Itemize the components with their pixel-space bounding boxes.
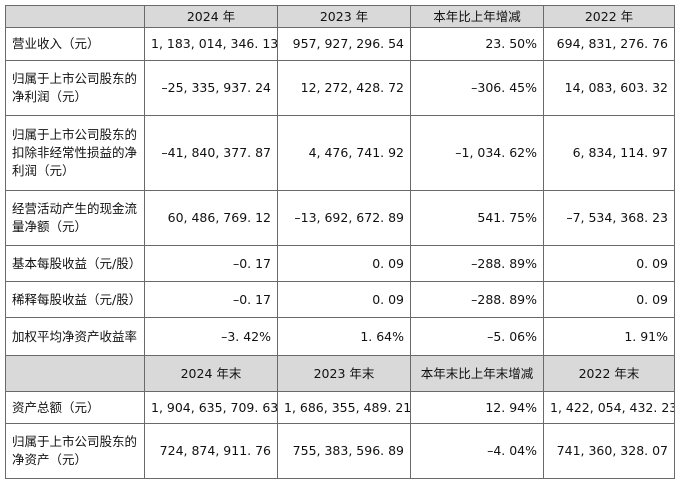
table-row: 归属于上市公司股东的净资产（元） 724, 874, 911. 76 755, …	[5, 423, 675, 479]
cell-value: 60, 486, 769. 12	[144, 190, 278, 246]
row-label: 资产总额（元）	[5, 391, 145, 424]
row-label: 归属于上市公司股东的净资产（元）	[5, 423, 145, 479]
cell-value: –0. 17	[144, 281, 278, 318]
cell-value: 1, 686, 355, 489. 21	[277, 391, 411, 424]
cell-value: –288. 89%	[410, 245, 544, 282]
table-row: 基本每股收益（元/股） –0. 17 0. 09 –288. 89% 0. 09	[5, 245, 675, 282]
cell-value: 755, 383, 596. 89	[277, 423, 411, 479]
table-row: 归属于上市公司股东的扣除非经常性损益的净利润（元） –41, 840, 377.…	[5, 115, 675, 191]
header-blank-cell	[5, 355, 145, 392]
cell-value: 0. 09	[277, 281, 411, 318]
cell-value: 1, 183, 014, 346. 13	[144, 27, 278, 61]
cell-value: 694, 831, 276. 76	[543, 27, 675, 61]
cell-value: 1. 91%	[543, 317, 675, 356]
cell-value: 1. 64%	[277, 317, 411, 356]
cell-value: 0. 09	[543, 281, 675, 318]
table-row: 稀释每股收益（元/股） –0. 17 0. 09 –288. 89% 0. 09	[5, 281, 675, 318]
header-2023-year-end: 2023 年末	[277, 355, 411, 392]
header-2024: 2024 年	[144, 5, 278, 28]
cell-value: –41, 840, 377. 87	[144, 115, 278, 191]
cell-value: –288. 89%	[410, 281, 544, 318]
header-2022: 2022 年	[543, 5, 675, 28]
header-2023: 2023 年	[277, 5, 411, 28]
cell-value: 541. 75%	[410, 190, 544, 246]
cell-value: 6, 834, 114. 97	[543, 115, 675, 191]
cell-value: –306. 45%	[410, 60, 544, 116]
cell-value: 12, 272, 428. 72	[277, 60, 411, 116]
cell-value: 0. 09	[543, 245, 675, 282]
header-row-annual: 2024 年 2023 年 本年比上年增减 2022 年	[5, 5, 675, 28]
cell-value: –25, 335, 937. 24	[144, 60, 278, 116]
header-blank-cell	[5, 5, 145, 28]
table-row: 加权平均净资产收益率 –3. 42% 1. 64% –5. 06% 1. 91%	[5, 317, 675, 356]
cell-value: 12. 94%	[410, 391, 544, 424]
table-row: 经营活动产生的现金流量净额（元） 60, 486, 769. 12 –13, 6…	[5, 190, 675, 246]
row-label: 经营活动产生的现金流量净额（元）	[5, 190, 145, 246]
cell-value: 724, 874, 911. 76	[144, 423, 278, 479]
table-row: 资产总额（元） 1, 904, 635, 709. 63 1, 686, 355…	[5, 391, 675, 424]
cell-value: –3. 42%	[144, 317, 278, 356]
cell-value: 23. 50%	[410, 27, 544, 61]
header-2024-year-end: 2024 年末	[144, 355, 278, 392]
cell-value: 14, 083, 603. 32	[543, 60, 675, 116]
cell-value: 1, 422, 054, 432. 23	[543, 391, 675, 424]
row-label: 营业收入（元）	[5, 27, 145, 61]
row-label: 归属于上市公司股东的扣除非经常性损益的净利润（元）	[5, 115, 145, 191]
header-2022-year-end: 2022 年末	[543, 355, 675, 392]
cell-value: –7, 534, 368. 23	[543, 190, 675, 246]
cell-value: 0. 09	[277, 245, 411, 282]
financial-summary-table: 2024 年 2023 年 本年比上年增减 2022 年 营业收入（元） 1, …	[5, 5, 675, 479]
cell-value: 741, 360, 328. 07	[543, 423, 675, 479]
cell-value: –4. 04%	[410, 423, 544, 479]
cell-value: 1, 904, 635, 709. 63	[144, 391, 278, 424]
row-label: 加权平均净资产收益率	[5, 317, 145, 356]
row-label: 归属于上市公司股东的净利润（元）	[5, 60, 145, 116]
cell-value: –5. 06%	[410, 317, 544, 356]
header-yoy-change: 本年比上年增减	[410, 5, 544, 28]
row-label: 基本每股收益（元/股）	[5, 245, 145, 282]
cell-value: 957, 927, 296. 54	[277, 27, 411, 61]
table-row: 归属于上市公司股东的净利润（元） –25, 335, 937. 24 12, 2…	[5, 60, 675, 116]
header-row-year-end: 2024 年末 2023 年末 本年末比上年末增减 2022 年末	[5, 355, 675, 392]
cell-value: –0. 17	[144, 245, 278, 282]
header-year-end-change: 本年末比上年末增减	[410, 355, 544, 392]
table-row: 营业收入（元） 1, 183, 014, 346. 13 957, 927, 2…	[5, 27, 675, 61]
cell-value: –1, 034. 62%	[410, 115, 544, 191]
cell-value: –13, 692, 672. 89	[277, 190, 411, 246]
cell-value: 4, 476, 741. 92	[277, 115, 411, 191]
row-label: 稀释每股收益（元/股）	[5, 281, 145, 318]
